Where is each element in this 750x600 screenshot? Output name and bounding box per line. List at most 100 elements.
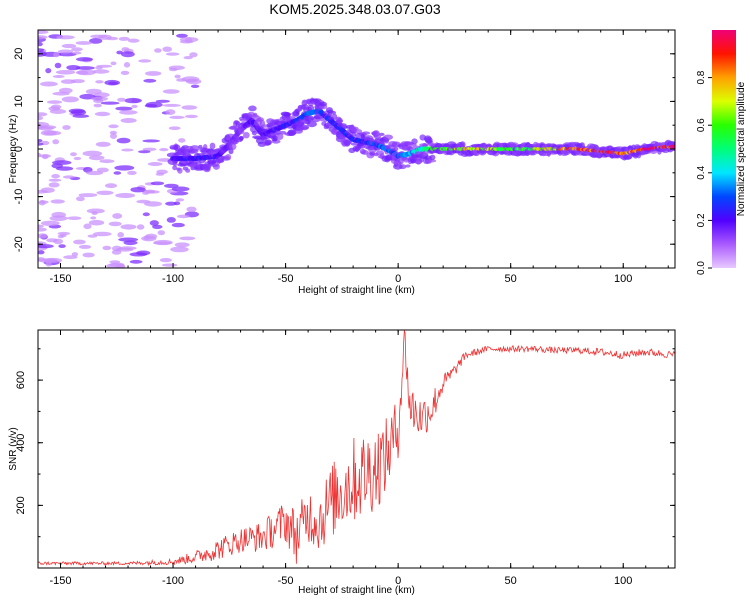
noise-blob [51,211,66,218]
ridge-halo [283,112,291,117]
noise-blob [184,114,198,119]
ridge-halo [253,112,258,117]
colorbar [712,30,736,268]
noise-blob [38,139,43,143]
noise-blob [94,111,111,117]
noise-blob [186,206,197,212]
ridge-halo [229,143,237,151]
heatmap-marks [38,30,675,268]
noise-blob [123,240,138,246]
ridge-halo [238,135,245,140]
y-tick-label-bottom: 600 [15,371,27,389]
ridge-halo [361,150,369,155]
colorbar-tick-label: 0.0 [696,261,707,275]
noise-blob [142,212,150,217]
noise-blob [52,75,65,78]
noise-blob [54,62,62,69]
noise-blob [138,59,152,63]
noise-blob [190,84,200,89]
noise-blob [127,170,137,175]
y-axis-label-bottom: SNR (v/v) [8,427,19,470]
ridge-halo [264,139,273,146]
noise-blob [75,66,95,70]
noise-blob [57,49,74,54]
noise-blob [61,43,77,49]
noise-blob [38,250,45,255]
noise-blob [121,148,134,152]
noise-blob [82,150,103,157]
chart-title: KOM5.2025.348.03.07.G03 [269,1,441,17]
ridge-halo [405,164,411,168]
noise-blob [56,35,75,40]
ridge-halo [271,135,278,142]
noise-blob [108,81,119,86]
x-tick-label-top: 50 [505,273,517,285]
ridge-halo [248,105,257,112]
noise-blob [88,155,105,161]
noise-blob [170,246,189,253]
noise-blob [96,167,109,173]
noise-blob [48,182,60,188]
ridge-halo [349,126,359,131]
ridge-halo [429,154,436,161]
noise-blob [58,244,66,249]
x-tick-label-bottom: -100 [162,575,184,587]
noise-blob [168,126,181,130]
noise-blob [143,189,156,194]
x-tick-label-top: -50 [278,273,294,285]
noise-blob [88,219,105,226]
ridge-halo [355,129,363,134]
noise-blob [162,103,181,107]
noise-blob [105,183,117,189]
noise-blob [46,100,63,104]
noise-blob [124,97,142,104]
noise-blob [62,175,75,179]
ridge-halo [234,120,239,125]
ridge-halo [319,101,328,107]
ridge-halo [190,148,199,154]
snr-series-line [38,330,675,567]
noise-blob [50,199,65,204]
ridge-halo [398,164,407,170]
ridge-halo [378,132,385,136]
noise-blob [119,110,138,115]
noise-blob [93,231,112,237]
noise-blob [38,121,50,128]
noise-blob [176,33,188,38]
noise-blob [155,99,170,103]
noise-blob [52,160,72,165]
noise-blob [82,252,95,258]
noise-blob [142,139,161,143]
x-tick-label-bottom: 50 [505,575,517,587]
noise-blob [48,178,62,182]
x-tick-label-top: 0 [395,273,401,285]
noise-blob [38,258,58,263]
y-tick-label-top: 20 [13,48,25,60]
ridge-halo [185,168,191,173]
plot-frame-bottom [37,329,676,569]
noise-blob [159,258,172,263]
noise-blob [38,42,43,47]
noise-blob [77,69,96,76]
ridge-halo [243,132,250,139]
noise-blob [78,244,92,249]
ridge-halo [299,126,309,130]
ridge-halo [330,110,337,115]
noise-blob [52,139,60,145]
noise-blob [72,51,82,55]
noise-blob [67,216,82,220]
noise-blob [143,235,150,241]
noise-blob [136,199,151,204]
x-axis-label-top: Height of straight line (km) [298,285,415,296]
noise-blob [138,150,151,154]
colorbar-tick-label: 0.8 [696,70,707,84]
noise-blob [113,171,122,175]
noise-blob [179,236,196,241]
ridge-halo [177,167,183,174]
noise-blob [95,141,111,147]
noise-blob [154,48,162,53]
noise-blob [109,260,121,264]
noise-blob [76,196,85,202]
noise-blob [147,162,163,166]
noise-blob [112,213,123,219]
